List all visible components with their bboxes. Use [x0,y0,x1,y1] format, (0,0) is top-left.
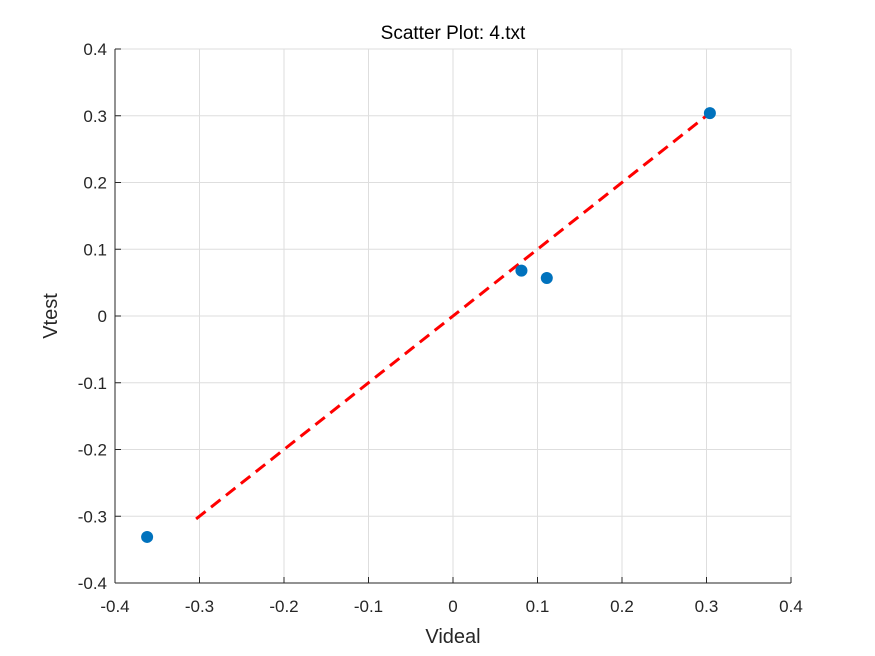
x-tick-label: -0.2 [269,597,298,616]
x-tick-label: -0.1 [354,597,383,616]
x-tick-label: 0.2 [610,597,634,616]
y-tick-label: -0.2 [78,441,107,460]
x-tick-label: 0.4 [779,597,803,616]
scatter-point [515,264,528,277]
x-tick-labels: -0.4 -0.3 -0.2 -0.1 0 0.1 0.2 0.3 0.4 [100,597,802,616]
x-tick-label: -0.3 [185,597,214,616]
reference-line-layer [195,111,711,521]
chart-title: Scatter Plot: 4.txt [381,23,526,44]
y-tick-label: 0.1 [83,240,107,259]
scatter-point [703,107,716,120]
y-tick-label: -0.1 [78,374,107,393]
scatter-point [141,530,154,543]
x-axis-title: Videal [425,626,480,648]
y-tick-label: 0 [98,307,107,326]
y-tick-label: 0.4 [83,40,107,59]
x-tick-label: 0 [448,597,457,616]
scatter-point [540,271,553,284]
y-axis-title: Vtest [40,293,62,339]
x-tick-label: 0.1 [526,597,550,616]
y-tick-label: 0.3 [83,107,107,126]
y-tick-labels: -0.4 -0.3 -0.2 -0.1 0 0.1 0.2 0.3 0.4 [78,40,107,593]
x-tick-label: -0.4 [100,597,129,616]
y-tick-label: -0.3 [78,507,107,526]
x-tick-label: 0.3 [695,597,719,616]
reference-line [195,111,711,521]
y-tick-label: 0.2 [83,174,107,193]
y-tick-label: -0.4 [78,574,107,593]
axes-box [114,48,792,584]
scatter-points [141,107,716,543]
